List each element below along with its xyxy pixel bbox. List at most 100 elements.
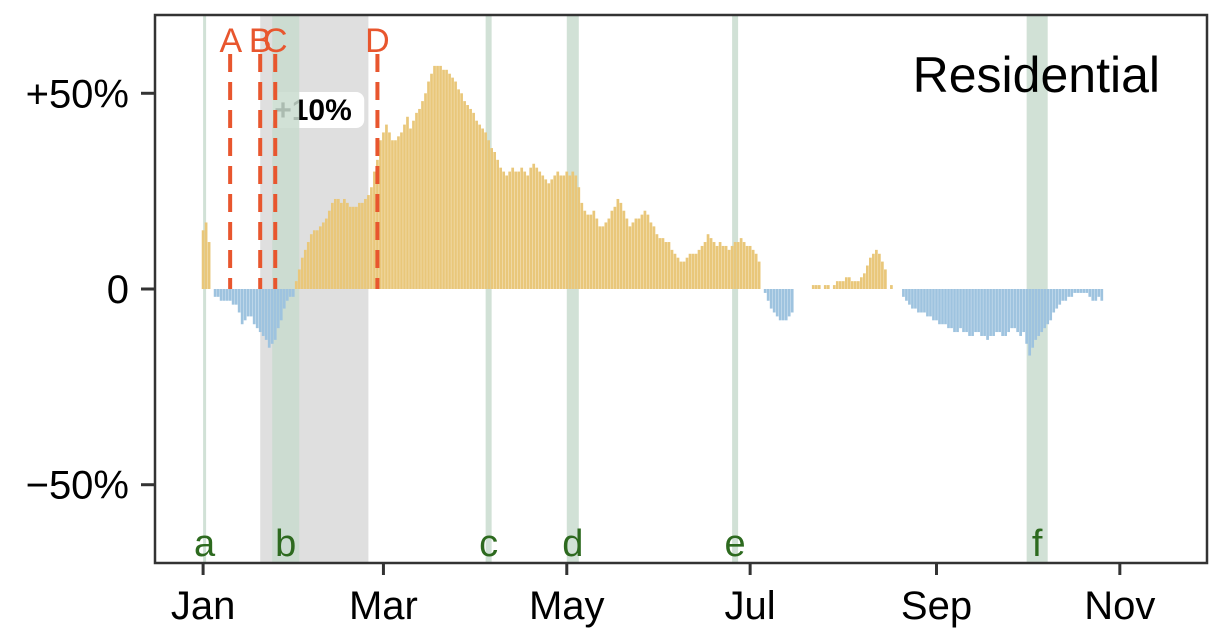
bar (219, 289, 223, 301)
bar (932, 289, 935, 321)
bar (778, 289, 782, 321)
bar (544, 179, 548, 289)
bar (336, 198, 340, 289)
bar (763, 289, 767, 293)
bar (772, 289, 776, 313)
bar (989, 289, 992, 336)
bar (859, 277, 863, 289)
bar (514, 171, 518, 289)
bar (270, 289, 274, 344)
bar (721, 245, 725, 289)
bar (1052, 289, 1056, 313)
bar (610, 210, 614, 289)
bar (252, 289, 256, 325)
bar (249, 289, 253, 317)
bar (306, 242, 310, 289)
bar (682, 261, 686, 289)
bar (415, 112, 418, 289)
bar (872, 253, 875, 289)
bar (297, 269, 301, 289)
bar (523, 171, 527, 289)
event-label-c: c (479, 523, 498, 565)
bar (727, 249, 731, 289)
bar (757, 261, 761, 289)
bar (240, 289, 244, 325)
bar (953, 289, 956, 333)
bar (775, 289, 779, 317)
bar (742, 242, 746, 289)
bar (1031, 289, 1035, 348)
bar (1061, 289, 1065, 301)
bar (367, 195, 370, 289)
event-label-f: f (1032, 523, 1043, 565)
bar (327, 210, 331, 289)
bar (917, 289, 920, 313)
bar (403, 124, 406, 289)
bar (754, 253, 758, 289)
x-tick-label: May (529, 584, 605, 628)
bar (571, 171, 575, 289)
bar (661, 238, 665, 289)
bar (427, 81, 430, 290)
bar (685, 257, 689, 289)
x-tick-label: Jul (725, 584, 776, 628)
bar (826, 285, 830, 289)
bar (676, 257, 680, 289)
bar (694, 253, 698, 289)
bar (841, 281, 845, 289)
bar (1073, 289, 1077, 293)
bar (288, 289, 292, 297)
bar (649, 222, 653, 289)
event-label-e: e (725, 523, 746, 565)
bar (330, 202, 334, 289)
bar (309, 234, 313, 289)
event-band-a (203, 15, 207, 563)
bar (204, 222, 208, 289)
bar (457, 89, 460, 289)
bar (739, 238, 743, 289)
bar (382, 132, 385, 289)
bar (622, 210, 626, 289)
bar (751, 249, 755, 289)
bar (974, 289, 977, 333)
bar (379, 140, 382, 289)
bar (276, 289, 280, 329)
bar (844, 277, 848, 289)
bar (589, 214, 593, 289)
bar (911, 289, 914, 309)
bar (769, 289, 773, 309)
bar (439, 65, 442, 289)
bar (1100, 289, 1104, 301)
bar (592, 210, 596, 289)
bar (817, 285, 821, 289)
bar (983, 289, 986, 336)
bar (947, 289, 950, 329)
bar (664, 242, 668, 289)
chart-title: Residential (913, 47, 1160, 103)
bar (679, 261, 683, 289)
bar (706, 234, 710, 289)
bar (550, 179, 554, 289)
bar (318, 226, 322, 289)
bar (394, 140, 397, 289)
bar (261, 289, 265, 336)
bar (526, 175, 530, 289)
bar (613, 206, 617, 289)
bar (231, 289, 235, 305)
bar (409, 128, 412, 289)
bar (279, 289, 283, 321)
bar (986, 289, 989, 340)
bar (502, 171, 506, 289)
bar (950, 289, 953, 329)
bar (941, 289, 944, 325)
bar (228, 289, 232, 301)
bar (373, 171, 376, 289)
bar (246, 289, 250, 317)
bar (1082, 289, 1086, 293)
bar (790, 289, 794, 313)
bar (406, 116, 409, 290)
bar (908, 289, 911, 305)
bar (469, 108, 472, 289)
bar (878, 253, 881, 289)
bar (923, 289, 926, 313)
